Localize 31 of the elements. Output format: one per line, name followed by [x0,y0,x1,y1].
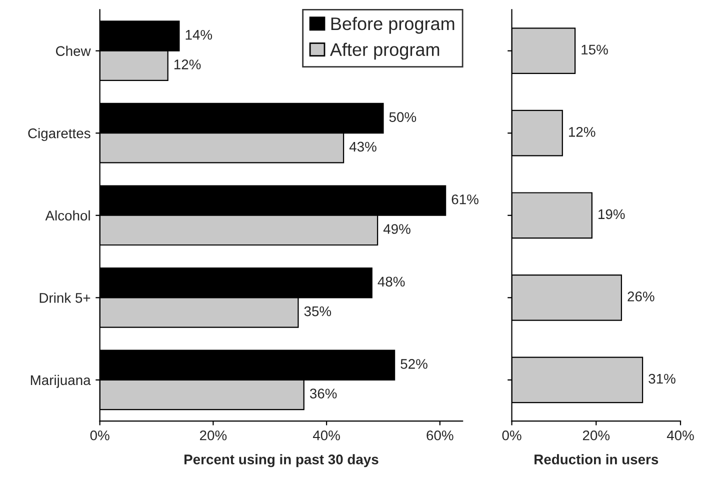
y-tick-label: Cigarettes [28,128,90,142]
y-tick-label: Alcohol [45,210,90,221]
data-label: 52% [400,359,428,369]
x-tick-label: 20% [200,430,227,440]
data-label: 12% [569,126,596,137]
data-label: 31% [648,374,676,384]
legend-label: After program [330,42,440,60]
data-label: 49% [383,224,410,234]
data-label: 61% [452,194,478,204]
data-label: 43% [349,142,376,152]
data-label: 35% [304,306,332,316]
x-tick-label: 0% [90,430,110,440]
data-label: 50% [389,112,416,122]
data-label: 48% [378,276,405,287]
data-label: 12% [174,60,201,70]
data-label: 36% [310,388,337,398]
x-tick-label: 0% [502,430,522,440]
y-tick-label: Marijuana [30,374,91,388]
data-label: 26% [628,292,654,302]
y-tick-label: Drink 5+ [40,292,90,303]
x-tick-label: 40% [666,430,694,440]
x-tick-label: 60% [426,430,454,440]
x-axis-title: Percent using in past 30 days [184,454,378,468]
x-tick-label: 20% [582,430,610,440]
data-label: 15% [582,44,608,55]
y-tick-label: Chew [56,46,91,56]
legend-label: Before program [331,16,454,34]
data-label: 19% [598,209,625,220]
x-axis-title: Reduction in users [534,454,658,464]
x-tick-label: 40% [312,430,340,440]
data-label: 14% [186,30,212,40]
